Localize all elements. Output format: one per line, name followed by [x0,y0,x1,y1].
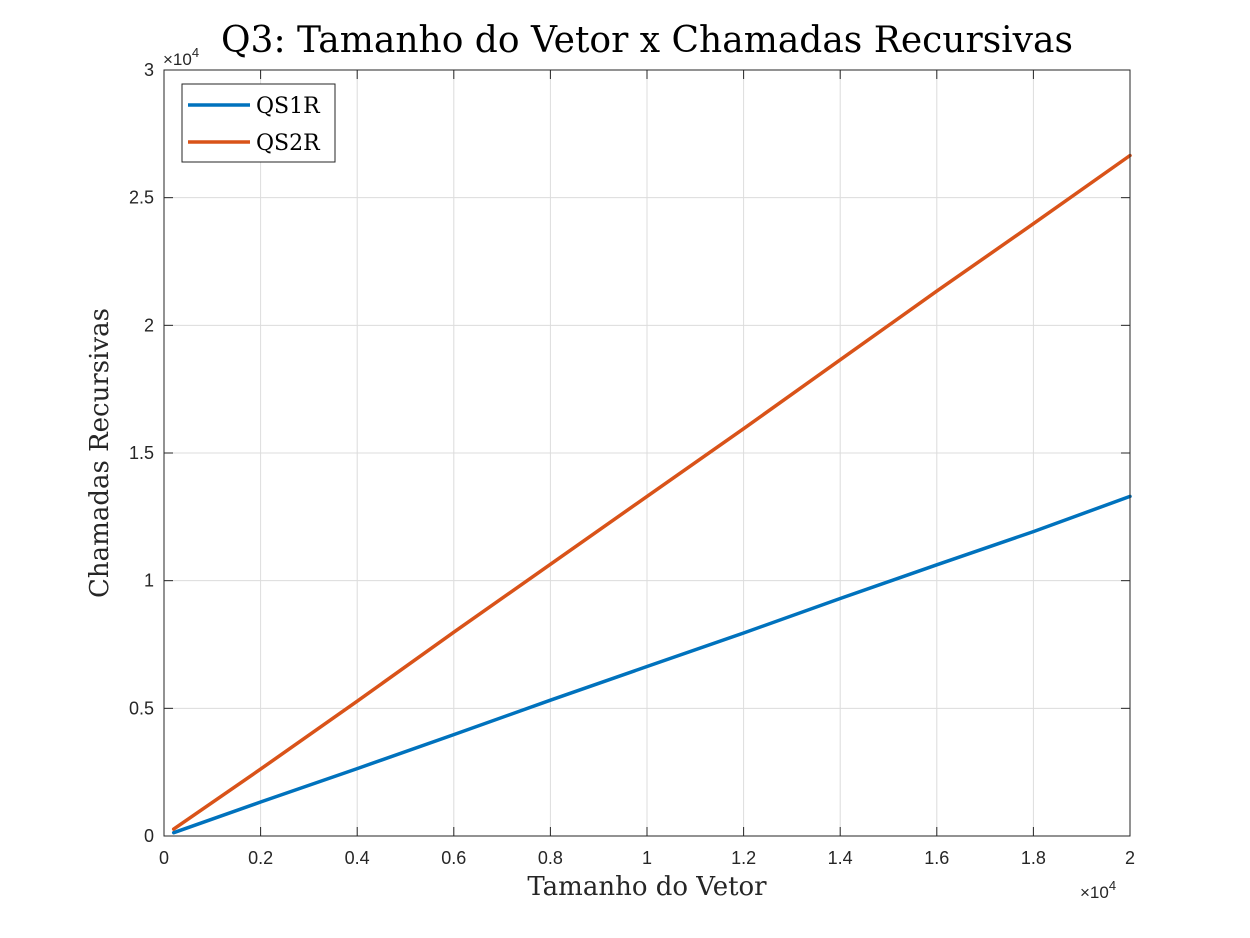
legend-box [181,83,336,163]
y-tick-labels: 0 0.5 1 1.5 2 2.5 3 [129,60,154,846]
x-tick-label: 1 [642,848,652,868]
tick-marks [163,69,1131,837]
y-tick-label: 2.5 [129,188,154,208]
x-tick-label: 1.4 [828,848,853,868]
x-tick-labels: 0 0.2 0.4 0.6 0.8 1 1.2 1.4 1.6 1.8 2 [159,848,1135,868]
legend: QS1R QS2R [181,83,336,163]
series-line-qs2r [171,153,1132,831]
x-tick-label: 2 [1125,848,1135,868]
y-tick-label: 2 [144,315,154,335]
x-tick-label: 0.2 [248,848,273,868]
x-tick-label: 0.8 [538,848,563,868]
y-tick-label: 0.5 [129,698,154,718]
x-tick-label: 0 [159,848,169,868]
x-tick-label: 1.6 [924,848,949,868]
y-tick-label: 3 [144,60,154,80]
x-tick-label: 1.2 [731,848,756,868]
x-tick-label: 1.8 [1021,848,1046,868]
y-tick-label: 1 [144,571,154,591]
y-exponent-label: ×104 [163,45,199,69]
x-tick-label: 0.4 [345,848,370,868]
legend-label-qs2r: QS2R [256,131,321,156]
y-tick-label: 0 [144,826,154,846]
x-tick-label: 0.6 [441,848,466,868]
y-axis-label: Chamadas Recursivas [85,308,115,598]
x-exponent-label: ×104 [1080,878,1116,902]
series-lines [171,153,1132,835]
chart-title: Q3: Tamanho do Vetor x Chamadas Recursiv… [221,20,1073,61]
legend-label-qs1r: QS1R [256,94,321,119]
x-axis-label: Tamanho do Vetor [527,872,767,902]
y-tick-label: 1.5 [129,443,154,463]
series-line-qs1r [171,494,1132,835]
